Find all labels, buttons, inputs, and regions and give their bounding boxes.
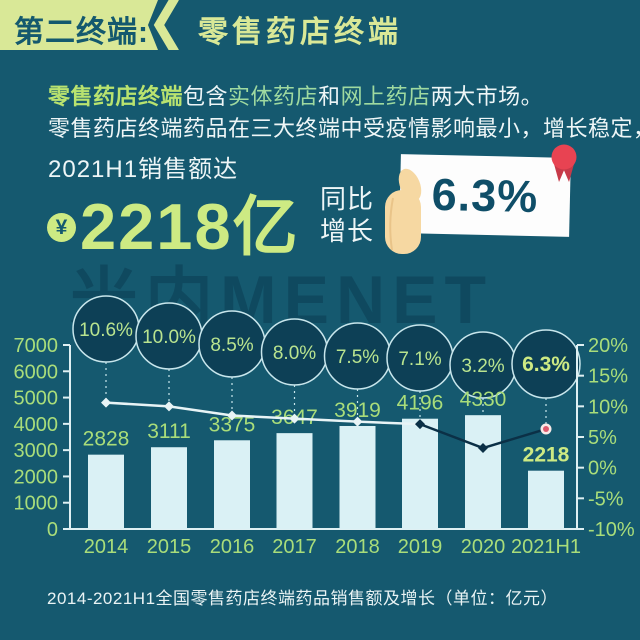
right-axis-label: 5% [588,427,617,449]
header-chevron-icon [153,0,179,50]
line-marker [164,401,174,412]
right-axis-label: 0% [588,458,617,480]
x-axis-label: 2020 [461,536,506,558]
growth-bubble-label: 7.5% [336,347,379,368]
intro-line-2: 零售药店终端药品在三大终端中受疫情影响最小，增长稳定， [48,116,640,141]
yoy-label-line2: 增长 [320,216,375,246]
right-axis-label: -10% [588,519,635,541]
left-axis-label: 6000 [14,361,59,383]
x-axis-label: 2017 [272,536,317,558]
bar [214,440,250,529]
bar-value-label: 3375 [209,413,256,436]
right-axis-label: -5% [588,488,624,510]
line-end-marker-core [543,426,549,433]
bar [528,470,564,529]
header-band-shape [0,0,158,50]
left-axis-label: 7000 [14,335,59,357]
intro-text: 包含 [183,84,229,109]
bar [402,418,438,529]
left-axis-label: 4000 [14,414,59,436]
yuan-coin-icon: ¥ [47,213,76,242]
intro-term-physical: 实体药店 [228,84,319,109]
intro-text-markets: 两大市场。 [430,84,544,109]
intro-line-1: 零售药店终端包含实体药店和网上药店两大市场。 [48,79,543,111]
sales-growth-chart: 10.6% 10.0% 8.5% 8.0% 7.5% 7.1% 3.2% 6.3% 7000 60… [14,295,635,558]
x-axis-label: 2016 [210,536,255,558]
medal-ribbon-icon [551,144,577,182]
sales-amount: 2218亿 [80,190,300,263]
growth-bubble-label: 8.5% [210,335,253,356]
header-tag: 第二终端: [14,16,149,49]
line-marker [478,443,488,454]
growth-bubble-label: 7.1% [398,349,441,370]
header-banner [0,0,179,50]
chart-caption: 2014-2021H1全国零售药店终端药品销售额及增长（单位：亿元） [47,589,559,608]
right-axis-label: 10% [588,396,628,418]
line-marker [101,397,111,408]
bar-value-label: 3919 [334,399,381,422]
x-axis-label: 2021H1 [511,536,581,558]
growth-bubble-label: 3.2% [461,356,504,377]
bar [88,454,124,529]
left-axis-label: 1000 [14,493,59,515]
line-marker [289,413,300,424]
growth-bubble-label: 8.0% [273,343,316,364]
growth-line-light [105,401,421,426]
bar-value-label: 2218 [523,444,570,467]
left-axis-label: 5000 [14,388,59,410]
bar-value-label: 4330 [460,388,507,411]
line-marker [352,416,363,427]
bar-value-label: 2828 [83,428,130,451]
bar [339,425,376,529]
x-axis-label: 2018 [335,536,380,558]
x-axis-label: 2015 [147,536,192,558]
intro-term-online: 网上药店 [340,84,431,109]
bar-value-label: 4196 [397,392,444,415]
yoy-label-line1: 同比 [320,184,375,214]
line-marker [415,419,425,430]
bar [276,433,313,529]
intro-text-and: 和 [318,84,341,109]
growth-bubble-label: 10.6% [79,320,133,341]
right-axis-label: 15% [588,366,628,388]
left-axis-label: 2000 [14,466,59,488]
sales-prefix: 2021H1销售额达 [48,156,239,183]
page-title: 零售药店终端 [198,16,402,49]
hand-icon [385,168,422,254]
left-axis-label: 3000 [14,440,59,462]
growth-bubble-label: 10.0% [142,327,196,348]
intro-term-retail: 零售药店终端 [48,84,184,109]
bar-value-label: 3111 [147,420,191,443]
bar [465,415,501,529]
yoy-label: 同比 增长 [320,183,374,247]
bar [151,447,187,529]
left-axis-label: 0 [47,519,58,541]
x-axis-label: 2014 [84,536,129,558]
growth-bubble-label: 6.3% [522,353,570,376]
right-axis-label: 20% [588,335,628,357]
x-axis-label: 2019 [398,536,443,558]
line-marker [227,410,237,421]
